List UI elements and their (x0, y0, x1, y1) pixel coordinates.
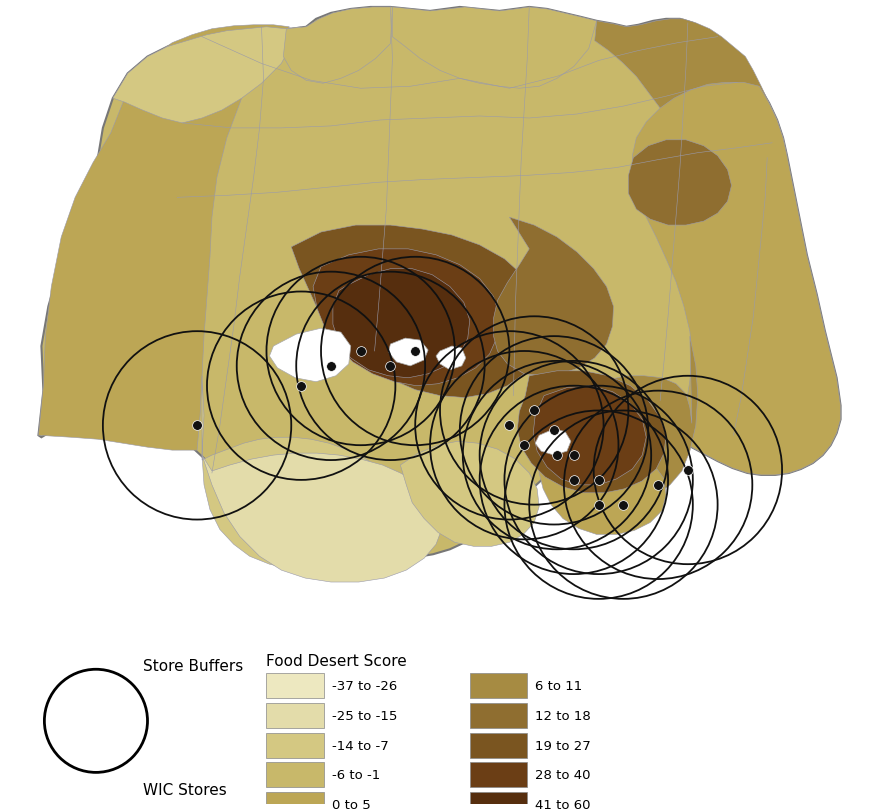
Polygon shape (313, 250, 499, 386)
Bar (266, 792, 324, 811)
Bar (266, 703, 324, 727)
Polygon shape (631, 84, 839, 475)
Polygon shape (628, 140, 730, 225)
Text: 12 to 18: 12 to 18 (535, 709, 590, 722)
Polygon shape (594, 19, 786, 161)
Polygon shape (533, 337, 697, 509)
Polygon shape (202, 453, 442, 582)
Text: WIC Stores: WIC Stores (142, 783, 226, 797)
Polygon shape (388, 339, 428, 367)
Polygon shape (39, 26, 289, 451)
Text: -25 to -15: -25 to -15 (332, 709, 397, 722)
Text: 6 to 11: 6 to 11 (535, 680, 582, 693)
Text: 28 to 40: 28 to 40 (535, 768, 590, 782)
Text: 19 to 27: 19 to 27 (535, 739, 590, 752)
Polygon shape (39, 8, 839, 560)
Text: -14 to -7: -14 to -7 (332, 739, 388, 752)
Text: -37 to -26: -37 to -26 (332, 680, 397, 693)
Bar (469, 733, 527, 757)
Polygon shape (538, 448, 666, 534)
Polygon shape (270, 328, 350, 382)
Polygon shape (399, 442, 538, 547)
Polygon shape (493, 218, 613, 376)
Bar (469, 792, 527, 811)
Polygon shape (392, 8, 596, 89)
Polygon shape (112, 28, 301, 124)
Polygon shape (533, 386, 645, 485)
Polygon shape (535, 430, 570, 456)
Text: 0 to 5: 0 to 5 (332, 798, 371, 811)
Bar (469, 673, 527, 698)
Polygon shape (517, 371, 666, 493)
Polygon shape (435, 346, 465, 371)
Bar (469, 703, 527, 727)
Bar (469, 762, 527, 787)
Text: Food Desert Score: Food Desert Score (266, 654, 407, 668)
Text: Store Buffers: Store Buffers (142, 659, 242, 673)
Text: -6 to -1: -6 to -1 (332, 768, 380, 782)
Text: 41 to 60: 41 to 60 (535, 798, 590, 811)
Polygon shape (202, 376, 399, 573)
Bar (266, 673, 324, 698)
Circle shape (44, 669, 148, 772)
Bar (266, 762, 324, 787)
Polygon shape (291, 225, 543, 398)
Bar (266, 733, 324, 757)
Polygon shape (333, 269, 469, 378)
Polygon shape (283, 8, 392, 84)
